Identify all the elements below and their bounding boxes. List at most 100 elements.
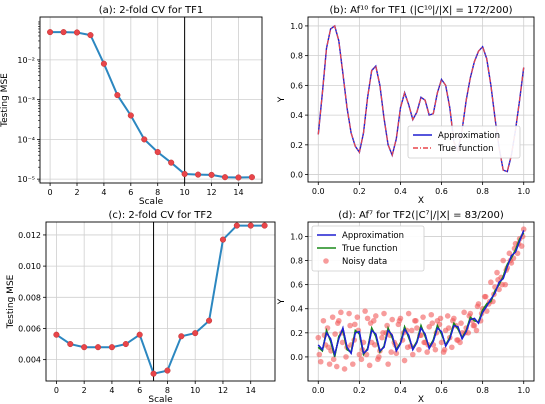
y-tick-label: 0.2 — [290, 141, 303, 150]
noisy-data-point — [445, 325, 452, 331]
data-point — [235, 174, 242, 181]
legend-box — [311, 225, 425, 272]
noisy-data-point — [473, 327, 480, 334]
series-approximation-front — [317, 230, 525, 358]
noisy-data-point — [329, 314, 336, 320]
x-tick-label: 0.0 — [312, 187, 325, 196]
x-tick-label: 0.6 — [435, 187, 448, 196]
noisy-data-point — [414, 325, 420, 331]
noisy-data-point — [432, 346, 439, 353]
noisy-data-point — [393, 350, 400, 357]
y-tick-label: 1.0 — [290, 232, 303, 241]
y-tick-label: 0.8 — [290, 52, 303, 61]
noisy-data-point — [424, 349, 430, 355]
noisy-data-point — [396, 317, 403, 324]
series-line — [50, 31, 252, 179]
noisy-data-point — [401, 357, 408, 364]
series-line — [55, 224, 265, 375]
x-tick-label: 0.2 — [353, 386, 366, 395]
y-tick-label: 10⁻⁵ — [17, 175, 35, 184]
noisy-data-point — [438, 339, 445, 346]
data-point — [221, 174, 229, 181]
noisy-data-point — [420, 314, 426, 320]
legend-label: Approximation — [438, 131, 500, 141]
plot-area — [46, 222, 275, 381]
noisy-data-point — [482, 293, 489, 300]
legend-label: Approximation — [342, 231, 404, 241]
x-tick-label: 12 — [206, 188, 216, 197]
data-point — [108, 344, 115, 351]
noisy-data-point — [352, 321, 358, 328]
noisy-data-point — [356, 351, 363, 358]
x-tick-label: 6 — [137, 386, 142, 395]
noisy-data-point — [354, 314, 361, 320]
data-point — [114, 92, 121, 99]
data-point — [150, 370, 157, 377]
noisy-data-point — [405, 310, 412, 317]
y-tick-label: 10⁻³ — [17, 96, 35, 105]
data-point — [81, 344, 88, 351]
data-point — [178, 333, 185, 340]
noisy-data-point — [315, 334, 322, 341]
y-tick-label: 0.8 — [290, 257, 303, 266]
chart-title: (c): 2-fold CV for TF2 — [109, 210, 213, 221]
legend: Approximation True function Noisy data — [311, 225, 425, 272]
y-tick-label: 0.2 — [290, 329, 303, 338]
noisy-data-point — [388, 349, 395, 355]
x-tick-label: 2 — [74, 188, 79, 197]
noisy-data-point — [449, 344, 455, 351]
x-tick-label: 0.2 — [353, 187, 366, 196]
y-tick-label: 0.6 — [290, 81, 303, 90]
x-tick-label: 4 — [101, 188, 106, 197]
noisy-data-point — [520, 226, 527, 233]
noisy-data-point — [416, 346, 422, 353]
x-tick-label: 14 — [233, 188, 243, 197]
data-point — [122, 341, 129, 348]
x-tick-label: 10 — [180, 188, 190, 197]
data-point — [248, 174, 255, 181]
noisy-data-point — [500, 257, 506, 264]
data-point — [195, 171, 202, 178]
x-tick-label: 0 — [54, 386, 59, 395]
noisy-data-point — [362, 308, 368, 314]
noisy-data-point — [470, 322, 477, 329]
chart-title: (b): Af¹⁰ for TF1 (|C¹⁰|/|X| = 172/200) — [329, 5, 512, 16]
x-tick-label: 0.0 — [312, 386, 325, 395]
data-point — [206, 317, 213, 324]
noisy-data-point — [376, 354, 382, 360]
noisy-data-point — [474, 303, 481, 310]
data-point — [168, 159, 175, 166]
axes-frame — [45, 221, 276, 382]
data-point — [141, 136, 148, 143]
series-true-function — [317, 24, 525, 173]
panel-d-approximation-tf2: 0.0 0.2 0.4 0.6 0.8 1.0 0.0 0.2 0.4 0.6 0.8 1.0 (d):… — [277, 210, 535, 404]
y-tick-label: 0.008 — [18, 293, 41, 302]
noisy-data-point — [428, 311, 435, 318]
data-point — [87, 32, 94, 39]
noisy-data-point — [332, 331, 338, 337]
noisy-data-point — [384, 322, 390, 329]
noisy-data-point — [429, 320, 436, 326]
data-point — [73, 29, 81, 36]
noisy-data-point — [450, 317, 456, 324]
x-tick-label: 14 — [246, 386, 256, 395]
data-point — [53, 331, 60, 338]
noisy-data-point — [373, 313, 379, 319]
data-point — [192, 330, 199, 337]
x-tick-label: 0.8 — [476, 386, 489, 395]
chart-title: (d): Af⁷ for TF2(|C⁷|/|X| = 83/200) — [338, 210, 504, 221]
noisy-data-point — [316, 351, 323, 358]
y-tick-label: 10⁻⁴ — [17, 135, 35, 144]
noisy-data-point — [441, 346, 448, 353]
noisy-data-point — [380, 330, 386, 336]
y-tick-label: 0.004 — [18, 356, 41, 365]
noisy-data-point — [364, 315, 371, 322]
noisy-data-point — [494, 269, 500, 276]
y-tick-label: 0.012 — [18, 231, 41, 240]
noisy-data-point — [458, 320, 464, 326]
x-tick-label: 8 — [165, 386, 170, 395]
legend: Approximation True function — [407, 125, 521, 159]
axes-frame — [307, 16, 535, 183]
data-point — [164, 367, 171, 374]
